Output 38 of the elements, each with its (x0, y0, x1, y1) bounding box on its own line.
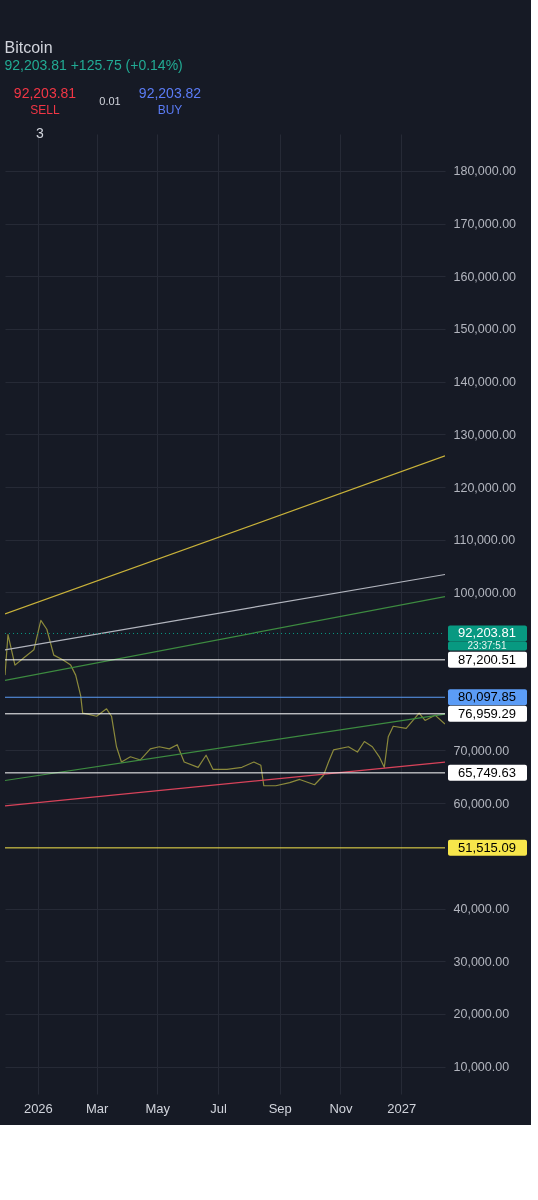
y-tick-label: 180,000.00 (453, 164, 517, 179)
y-tick-label: 160,000.00 (453, 269, 517, 284)
text: 23:37:51 (467, 639, 507, 651)
text: 0.01 (99, 95, 121, 107)
ref-line-label: 80,097.85 (458, 689, 516, 705)
y-tick-label: 30,000.00 (453, 954, 510, 969)
y-tick-label: 10,000.00 (453, 1060, 510, 1075)
y-tick-label: 20,000.00 (453, 1007, 510, 1022)
y-tick-label: 150,000.00 (453, 322, 517, 337)
text: BUY (157, 103, 183, 117)
text: 92,203.81 (13, 85, 77, 101)
ref-line-label: 65,749.63 (458, 764, 516, 780)
x-tick-label: May (145, 1100, 171, 1116)
x-tick-label: Jul (210, 1100, 227, 1116)
x-tick-label: 2026 (23, 1100, 53, 1116)
ref-line-label: 51,515.09 (458, 839, 516, 855)
x-tick-label: Sep (268, 1100, 292, 1116)
y-tick-label: 130,000.00 (453, 427, 517, 442)
x-tick-label: Nov (329, 1100, 354, 1116)
x-tick-label: Mar (85, 1100, 109, 1116)
y-tick-label: 70,000.00 (453, 743, 510, 758)
chart-title: Bitcoin (4, 39, 53, 56)
y-tick-label: 60,000.00 (453, 796, 510, 811)
annotation: 3 (36, 125, 45, 141)
line-series (5, 619, 445, 787)
ref-line-label: 87,200.51 (458, 651, 516, 667)
ref-line-label: 92,203.81 (458, 625, 516, 641)
y-tick-label: 110,000.00 (453, 533, 516, 548)
ref-line-label: 76,959.29 (458, 705, 516, 721)
x-tick-label: 2027 (387, 1100, 417, 1116)
y-tick-label: 170,000.00 (453, 217, 517, 232)
y-tick-label: 40,000.00 (453, 902, 510, 917)
y-tick-label: 120,000.00 (453, 480, 517, 495)
y-tick-label: 100,000.00 (453, 585, 517, 600)
y-tick-label: 140,000.00 (453, 375, 517, 390)
chart-subtitle: 92,203.81 +125.75 (+0.14%) (4, 57, 183, 73)
text: 92,203.82 (138, 85, 202, 101)
text: SELL (30, 103, 60, 117)
